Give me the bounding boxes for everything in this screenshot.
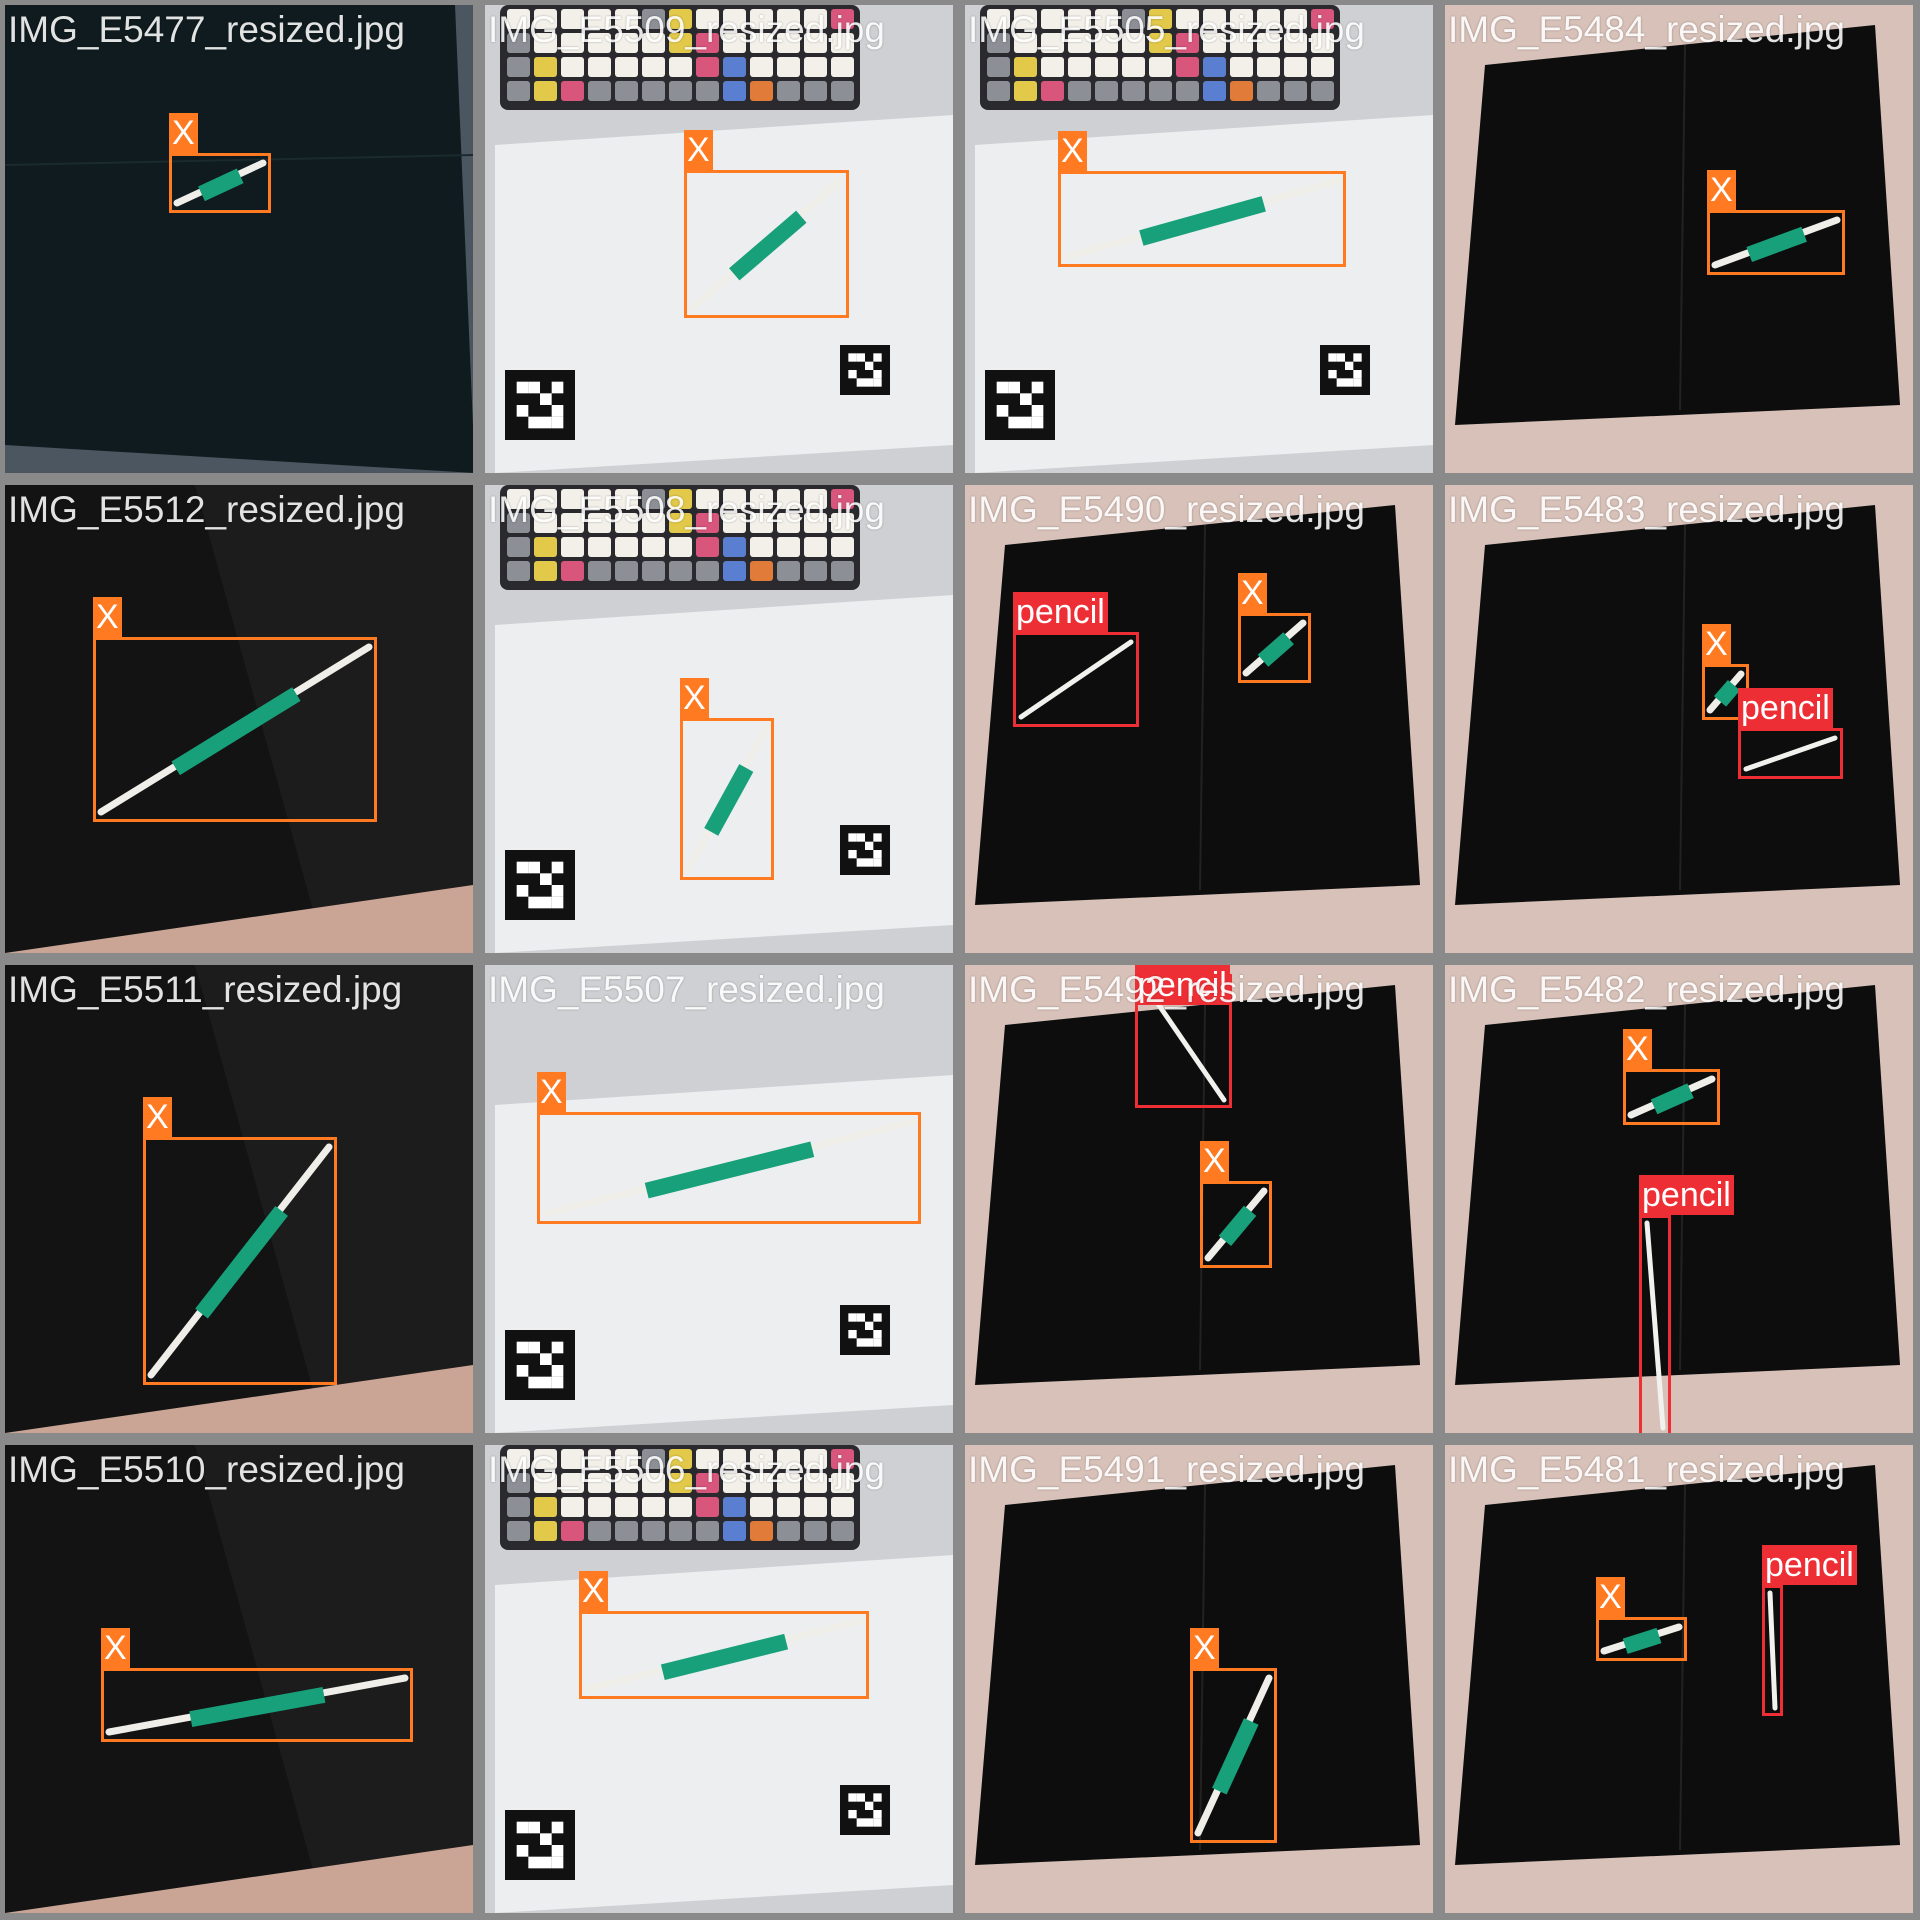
detection-label: X [1623, 1029, 1652, 1069]
filename-label: IMG_E5477_resized.jpg [8, 9, 405, 50]
photo [965, 1445, 1433, 1913]
detection-label: X [93, 597, 122, 637]
detection-box-x [1238, 613, 1311, 683]
photo [965, 5, 1433, 473]
filename-label: IMG_E5482_resized.jpg [1448, 969, 1845, 1010]
image-tile: IMG_E5508_resized.jpg X [485, 485, 953, 953]
photo [1445, 1445, 1913, 1913]
photo [5, 965, 473, 1433]
detection-label: pencil [1013, 592, 1108, 632]
detection-label: X [1238, 573, 1267, 613]
image-tile: IMG_E5512_resized.jpg X [5, 485, 473, 953]
detection-box-pencil [1013, 632, 1139, 727]
detection-box-pencil [1738, 728, 1843, 779]
detection-label: X [579, 1571, 608, 1611]
photo [5, 5, 473, 473]
detection-label: X [1702, 624, 1731, 664]
photo [5, 1445, 473, 1913]
photo [485, 5, 953, 473]
image-tile: IMG_E5492_resized.jpg pencil X [965, 965, 1433, 1433]
filename-label: IMG_E5484_resized.jpg [1448, 9, 1845, 50]
photo [485, 1445, 953, 1913]
detection-box-pencil [1762, 1585, 1783, 1716]
detection-label: X [1190, 1628, 1219, 1668]
filename-label: IMG_E5511_resized.jpg [8, 969, 403, 1010]
detection-box-x [1623, 1069, 1720, 1125]
detection-label: X [1058, 131, 1087, 171]
detection-box-x [537, 1112, 921, 1224]
filename-label: IMG_E5509_resized.jpg [488, 9, 885, 50]
photo [5, 485, 473, 953]
detection-label: pencil [1135, 965, 1230, 1005]
detection-box-x [101, 1668, 413, 1742]
image-tile: IMG_E5510_resized.jpg X [5, 1445, 473, 1913]
detection-label: X [684, 130, 713, 170]
filename-label: IMG_E5492_resized.jpg [968, 969, 1365, 1010]
filename-label: IMG_E5505_resized.jpg [968, 9, 1365, 50]
filename-label: IMG_E5507_resized.jpg [488, 969, 885, 1010]
filename-label: IMG_E5481_resized.jpg [1448, 1449, 1845, 1490]
photo [485, 965, 953, 1433]
detection-label: X [101, 1628, 130, 1668]
detection-label: X [680, 678, 709, 718]
filename-label: IMG_E5508_resized.jpg [488, 489, 885, 530]
detection-box-x [680, 718, 774, 880]
image-tile: IMG_E5511_resized.jpg X [5, 965, 473, 1433]
photo [485, 485, 953, 953]
image-tile: IMG_E5491_resized.jpg X [965, 1445, 1433, 1913]
detection-box-x [143, 1137, 337, 1385]
filename-label: IMG_E5510_resized.jpg [8, 1449, 405, 1490]
detection-label: pencil [1738, 688, 1833, 728]
photo [1445, 5, 1913, 473]
detection-label: X [169, 113, 198, 153]
detection-label: pencil [1762, 1545, 1857, 1585]
detection-label: X [1596, 1577, 1625, 1617]
detection-label: pencil [1639, 1175, 1734, 1215]
detection-box-x [1200, 1181, 1272, 1268]
detection-label: X [1200, 1141, 1229, 1181]
image-tile: IMG_E5509_resized.jpg X [485, 5, 953, 473]
detection-box-x [1707, 210, 1845, 275]
detection-label: X [1707, 170, 1736, 210]
filename-label: IMG_E5506_resized.jpg [488, 1449, 885, 1490]
detection-box-x [93, 637, 377, 822]
image-tile: IMG_E5506_resized.jpg X [485, 1445, 953, 1913]
detection-box-x [1596, 1617, 1687, 1661]
filename-label: IMG_E5490_resized.jpg [968, 489, 1365, 530]
detection-box-x [169, 153, 271, 213]
image-tile: IMG_E5507_resized.jpg X [485, 965, 953, 1433]
filename-label: IMG_E5512_resized.jpg [8, 489, 405, 530]
detection-box-x [1190, 1668, 1277, 1843]
filename-label: IMG_E5483_resized.jpg [1448, 489, 1845, 530]
image-tile: IMG_E5477_resized.jpg X [5, 5, 473, 473]
detection-box-pencil [1639, 1215, 1671, 1433]
image-tile: IMG_E5484_resized.jpg X [1445, 5, 1913, 473]
image-tile: IMG_E5505_resized.jpg X [965, 5, 1433, 473]
detection-label: X [143, 1097, 172, 1137]
detection-box-x [1058, 171, 1346, 267]
filename-label: IMG_E5491_resized.jpg [968, 1449, 1365, 1490]
detection-box-x [684, 170, 849, 318]
photo [965, 965, 1433, 1433]
photo [1445, 485, 1913, 953]
detection-label: X [537, 1072, 566, 1112]
detection-box-x [579, 1611, 869, 1699]
